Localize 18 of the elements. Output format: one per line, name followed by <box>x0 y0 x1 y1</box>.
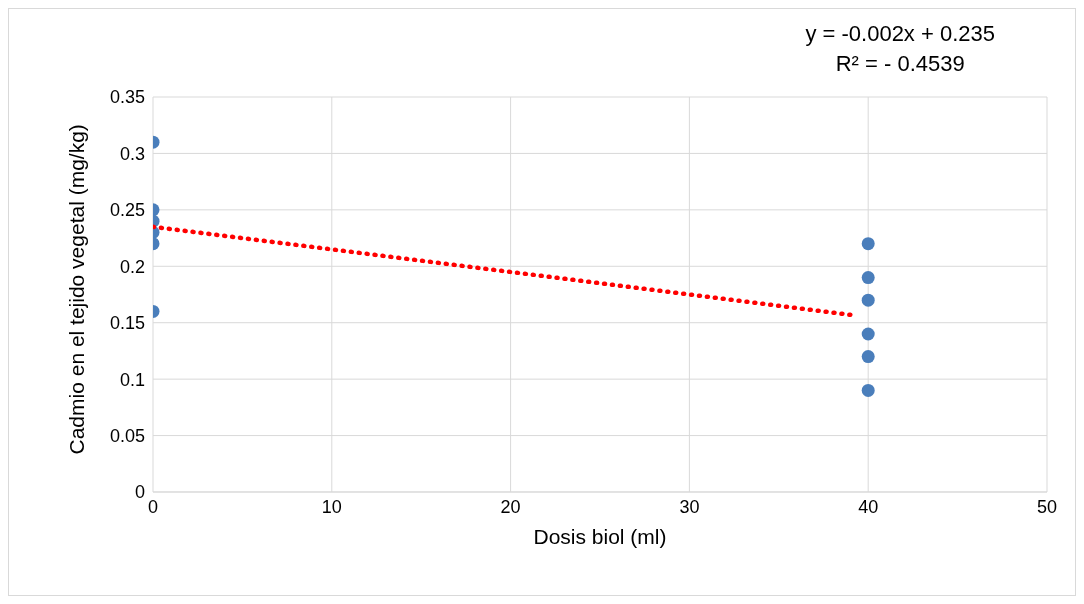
y-tick-label: 0.05 <box>109 425 145 446</box>
y-tick-label: 0.1 <box>119 369 145 390</box>
x-axis-title: Dosis biol (ml) <box>533 525 667 548</box>
y-tick-label: 0 <box>134 482 145 503</box>
y-tick-label: 0.15 <box>109 313 145 334</box>
y-tick-label: 0.25 <box>109 200 145 221</box>
text: y = -0.002x + 0.235 <box>805 20 995 48</box>
text: R² = - 0.4539 <box>834 50 966 78</box>
y-axis-title: Cadmio en el tejido vegetal (mg/kg) <box>65 124 89 455</box>
x-tick-label: 40 <box>858 496 879 517</box>
x-tick-label: 10 <box>321 496 342 517</box>
x-tick-label: 50 <box>1036 496 1058 517</box>
x-tick-label: 30 <box>679 496 700 517</box>
y-tick-label: 0.2 <box>119 256 145 277</box>
y-tick-label: 0.3 <box>119 143 145 164</box>
x-tick-label: 20 <box>500 496 521 517</box>
x-tick-label: 0 <box>147 496 159 517</box>
y-tick-label: 0.35 <box>109 87 145 108</box>
